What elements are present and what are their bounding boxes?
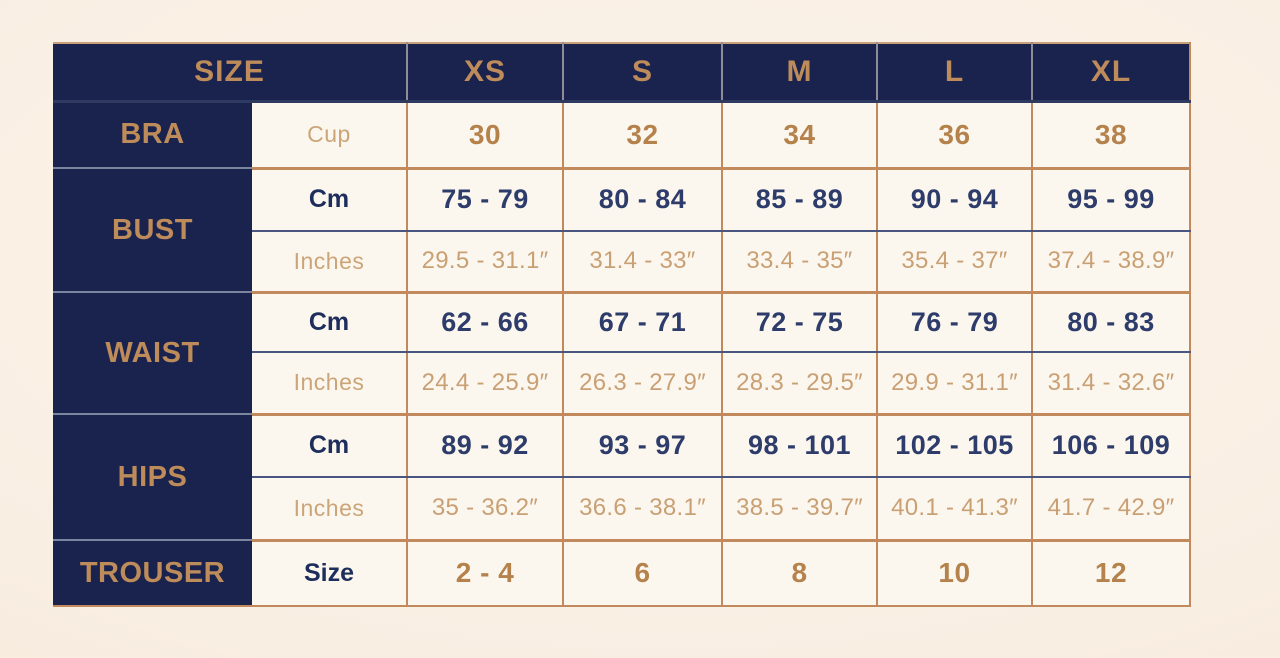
size-header-cell: SIZE [53, 43, 407, 103]
hips-in-s: 36.6 - 38.1″ [562, 477, 722, 542]
hips-inches-row: Inches 35 - 36.2″ 36.6 - 38.1″ 38.5 - 39… [53, 477, 1190, 542]
bra-value-l: 36 [876, 101, 1032, 170]
trouser-value-xs: 2 - 4 [406, 540, 563, 606]
waist-in-xl: 31.4 - 32.6″ [1031, 352, 1190, 416]
col-header-m: M [721, 43, 877, 103]
bust-cm-xs: 75 - 79 [406, 168, 563, 232]
bust-cm-s: 80 - 84 [562, 168, 722, 232]
bust-in-xs: 29.5 - 31.1″ [406, 231, 563, 294]
trouser-value-l: 10 [876, 540, 1032, 606]
sub-label-hips-cm: Cm [252, 414, 407, 478]
waist-in-m: 28.3 - 29.5″ [721, 352, 877, 416]
bust-cm-row: BUST Cm 75 - 79 80 - 84 85 - 89 90 - 94 … [53, 168, 1190, 293]
bra-value-xs: 30 [406, 101, 563, 170]
hips-cm-l: 102 - 105 [876, 414, 1032, 478]
sub-label-bust-inches: Inches [252, 231, 407, 294]
bust-cm-xl: 95 - 99 [1031, 168, 1190, 232]
waist-cm-s: 67 - 71 [562, 292, 722, 353]
row-label-hips: HIPS [53, 414, 252, 541]
hips-cm-s: 93 - 97 [562, 414, 722, 478]
row-label-waist: WAIST [53, 292, 252, 415]
bust-in-xl: 37.4 - 38.9″ [1031, 231, 1190, 294]
bra-value-xl: 38 [1031, 101, 1190, 170]
header-row: SIZE XS S M L XL [53, 43, 1190, 103]
sub-label-bust-cm: Cm [252, 168, 407, 232]
waist-in-l: 29.9 - 31.1″ [876, 352, 1032, 416]
sub-label-trouser-size: Size [252, 540, 407, 606]
col-header-l: L [876, 43, 1032, 103]
trouser-row: TROUSER Size 2 - 4 6 8 10 12 [53, 540, 1190, 606]
waist-inches-row: Inches 24.4 - 25.9″ 26.3 - 27.9″ 28.3 - … [53, 352, 1190, 416]
row-label-bra: BRA [53, 101, 252, 169]
hips-in-xs: 35 - 36.2″ [406, 477, 563, 542]
hips-cm-m: 98 - 101 [721, 414, 877, 478]
trouser-value-m: 8 [721, 540, 877, 606]
waist-cm-xl: 80 - 83 [1031, 292, 1190, 353]
waist-in-xs: 24.4 - 25.9″ [406, 352, 563, 416]
col-header-s: S [562, 43, 722, 103]
hips-in-m: 38.5 - 39.7″ [721, 477, 877, 542]
bra-value-m: 34 [721, 101, 877, 170]
bust-in-s: 31.4 - 33″ [562, 231, 722, 294]
hips-in-xl: 41.7 - 42.9″ [1031, 477, 1190, 542]
bust-cm-l: 90 - 94 [876, 168, 1032, 232]
bust-inches-row: Inches 29.5 - 31.1″ 31.4 - 33″ 33.4 - 35… [53, 231, 1190, 294]
bust-cm-m: 85 - 89 [721, 168, 877, 232]
bra-value-s: 32 [562, 101, 722, 170]
row-label-bust: BUST [53, 168, 252, 293]
row-label-trouser: TROUSER [53, 540, 252, 606]
bust-in-m: 33.4 - 35″ [721, 231, 877, 294]
sub-label-cup: Cup [252, 101, 407, 170]
hips-cm-xl: 106 - 109 [1031, 414, 1190, 478]
waist-in-s: 26.3 - 27.9″ [562, 352, 722, 416]
sub-label-waist-cm: Cm [252, 292, 407, 353]
sub-label-hips-inches: Inches [252, 477, 407, 542]
waist-cm-m: 72 - 75 [721, 292, 877, 353]
waist-cm-l: 76 - 79 [876, 292, 1032, 353]
col-header-xs: XS [406, 43, 563, 103]
size-chart-table: SIZE XS S M L XL BRA Cup 30 32 34 36 38 … [53, 42, 1191, 607]
trouser-value-xl: 12 [1031, 540, 1190, 606]
sub-label-waist-inches: Inches [252, 352, 407, 416]
trouser-value-s: 6 [562, 540, 722, 606]
waist-cm-row: WAIST Cm 62 - 66 67 - 71 72 - 75 76 - 79… [53, 292, 1190, 415]
hips-cm-row: HIPS Cm 89 - 92 93 - 97 98 - 101 102 - 1… [53, 414, 1190, 541]
col-header-xl: XL [1031, 43, 1190, 103]
hips-cm-xs: 89 - 92 [406, 414, 563, 478]
bust-in-l: 35.4 - 37″ [876, 231, 1032, 294]
bra-row: BRA Cup 30 32 34 36 38 [53, 101, 1190, 170]
waist-cm-xs: 62 - 66 [406, 292, 563, 353]
hips-in-l: 40.1 - 41.3″ [876, 477, 1032, 542]
